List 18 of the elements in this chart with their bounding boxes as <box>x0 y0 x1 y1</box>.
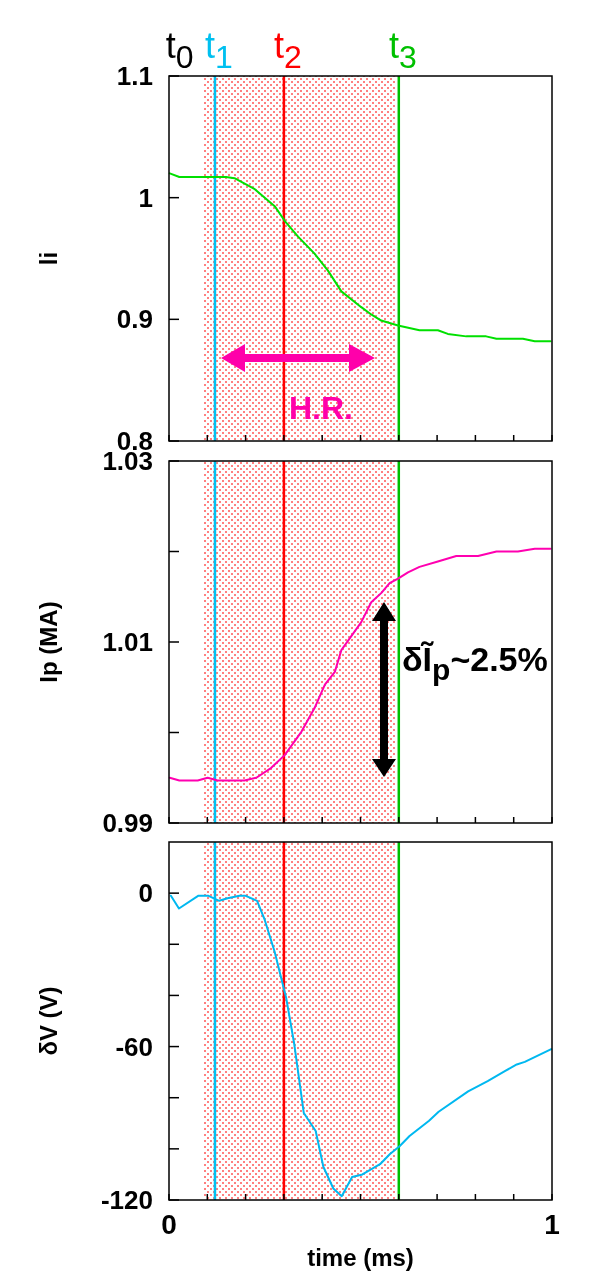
y-tick-label: 1 <box>138 182 153 213</box>
ref-line-label: t$_{1}$ <box>205 25 233 75</box>
y-tick-label: -120 <box>100 1185 153 1216</box>
y-tick-label: 0.9 <box>116 304 153 335</box>
annotation: δĨ$_{p}$~2.5% <box>402 640 548 686</box>
y-tick-label: -60 <box>115 1031 153 1062</box>
y-tick-label: 1.01 <box>102 627 153 658</box>
ref-line-label: t$_{2}$ <box>273 25 302 75</box>
y-axis-title: δV (V) <box>35 986 62 1056</box>
y-tick-label: 0.99 <box>102 808 153 839</box>
band-label: t$_{0}$ <box>165 25 194 75</box>
y-axis-title: li <box>35 251 62 266</box>
x-axis-title: time (ms) <box>307 1244 414 1271</box>
ref-line-label: t$_{3}$ <box>388 25 417 75</box>
y-axis-title: Ip (MA) <box>35 601 62 683</box>
y-tick-label: 0 <box>138 878 153 909</box>
y-tick-label: 1.1 <box>116 61 153 92</box>
annotation: H.R. <box>289 390 353 426</box>
